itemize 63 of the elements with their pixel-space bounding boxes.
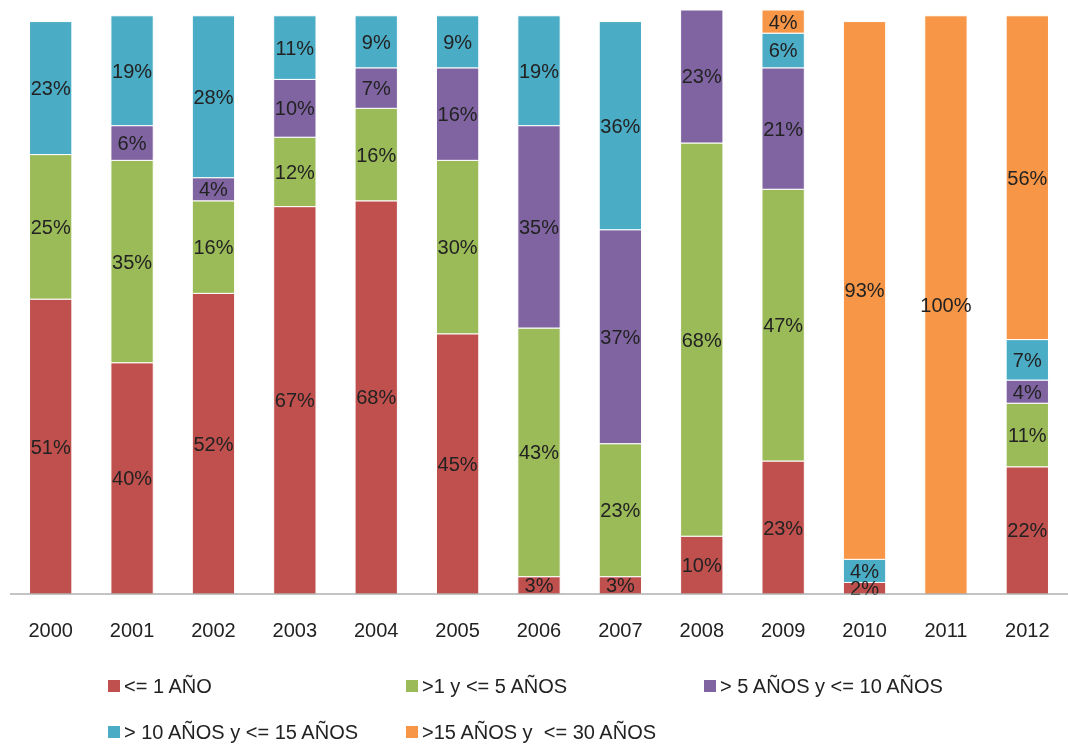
legend-label: >1 y <= 5 AÑOS [422,674,568,697]
x-tick-label: 2008 [679,619,725,641]
x-tick-label: 2005 [435,619,480,641]
data-label: 68% [681,328,722,351]
data-label: 43% [518,441,560,464]
data-label: 3% [524,574,554,597]
data-label: 9% [361,30,391,53]
data-label: 19% [112,59,153,82]
data-label: 10% [681,554,722,577]
data-label: 16% [356,143,397,166]
legend-label: > 5 AÑOS y <= 10 AÑOS [720,674,943,697]
data-label: 47% [763,314,804,337]
data-label: 35% [518,215,560,238]
data-label: 28% [193,85,234,108]
data-label: 4% [1012,380,1042,403]
data-label: 93% [844,279,885,302]
data-label: 68% [356,386,397,409]
data-label: 6% [768,39,798,62]
data-label: 4% [199,178,229,201]
x-tick-label: 2003 [272,619,318,641]
data-label: 23% [681,65,722,88]
data-label: 23% [30,77,71,100]
data-label: 37% [600,325,641,348]
data-label: 52% [193,432,234,455]
legend-label: <= 1 AÑO [124,674,212,697]
x-tick-label: 2012 [1005,619,1050,641]
data-label: 25% [30,215,71,238]
data-label: 23% [600,499,641,522]
x-tick-label: 2000 [28,619,73,641]
x-tick-label: 2009 [760,619,806,641]
data-label: 40% [112,467,153,490]
data-label: 11% [1008,423,1047,446]
data-label: 35% [112,250,153,273]
x-tick-label: 2011 [924,619,968,641]
x-tick-label: 2006 [516,619,562,641]
data-label: 7% [1012,348,1042,371]
data-label: 4% [768,10,798,33]
data-label: 51% [30,435,71,458]
data-label: 67% [274,389,316,412]
data-label: 6% [117,131,147,154]
x-tick-label: 2004 [353,619,399,641]
data-label: 16% [193,236,234,259]
data-label: 11% [275,36,315,59]
data-label: 19% [518,59,560,82]
data-label: 30% [437,236,478,259]
data-label: 10% [274,97,316,120]
x-tick-label: 2010 [842,619,887,641]
data-label: 9% [443,30,473,53]
data-label: 56% [1007,166,1048,189]
x-tick-label: 2001 [109,619,155,641]
data-label: 7% [361,77,391,100]
data-label: 16% [437,103,478,126]
data-label: 22% [1007,519,1048,542]
data-label: 21% [763,117,804,140]
data-label: 36% [600,114,641,137]
data-label: 12% [274,160,316,183]
data-label: 3% [605,574,636,597]
legend-label: > 10 AÑOS y <= 15 AÑOS [124,720,359,743]
x-tick-label: 2002 [191,619,236,641]
legend-label: >15 AÑOS y <= 30 AÑOS [422,720,657,743]
data-label: 23% [763,516,804,539]
data-label: 45% [437,452,478,475]
x-tick-label: 2007 [598,619,643,641]
